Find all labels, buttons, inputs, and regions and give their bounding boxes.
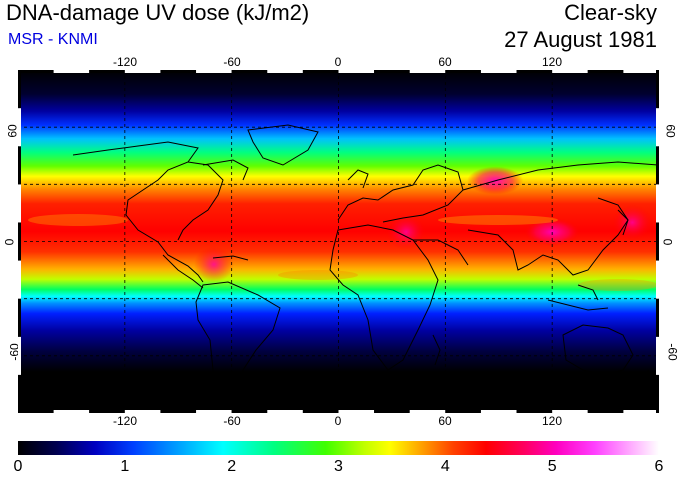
frame-tick <box>18 298 21 337</box>
lat-tick-right: -60 <box>665 343 678 361</box>
uv-hotspot <box>612 204 653 241</box>
frame-tick <box>160 410 197 413</box>
coastlines <box>18 124 659 412</box>
lon-tick-bottom: 60 <box>438 414 452 428</box>
frame-tick <box>516 70 553 73</box>
frame-tick <box>587 410 624 413</box>
colorbar-label: 4 <box>440 458 450 475</box>
frame-tick <box>656 260 659 299</box>
frame-tick <box>480 410 517 413</box>
frame-tick <box>18 184 21 223</box>
frame-tick <box>480 70 517 73</box>
frame-tick <box>552 70 588 73</box>
colorbar-label: 6 <box>654 458 664 475</box>
lat-tick-left: 0 <box>2 238 17 246</box>
frame-tick <box>53 410 90 413</box>
uv-hotspot <box>524 217 581 246</box>
cloud-streaks <box>28 214 658 291</box>
frame-tick <box>196 410 232 413</box>
frame-ticks <box>18 70 659 413</box>
frame-tick <box>656 70 659 109</box>
lon-tick-bottom: 0 <box>334 414 342 428</box>
frame-tick <box>656 146 659 185</box>
frame-tick <box>623 410 659 413</box>
frame-tick <box>124 410 161 413</box>
frame-tick <box>445 410 481 413</box>
frame-tick <box>18 70 54 73</box>
frame-tick <box>89 70 125 73</box>
frame-tick <box>267 70 303 73</box>
lon-tick-top: -120 <box>112 55 138 69</box>
frame-tick <box>18 70 21 109</box>
frame-tick <box>409 410 446 413</box>
lon-tick-bottom: -120 <box>112 414 138 428</box>
frame-tick <box>89 410 125 413</box>
frame-tick <box>18 374 21 413</box>
map-title: DNA-damage UV dose (kJ/m2) <box>6 0 310 25</box>
frame-tick <box>302 70 339 73</box>
uv-hotspot <box>386 213 427 250</box>
frame-tick <box>196 70 232 73</box>
lon-tick-top: 60 <box>438 55 452 69</box>
frame-tick <box>267 410 303 413</box>
frame-tick <box>656 374 659 413</box>
frame-tick <box>587 70 624 73</box>
colorbar-label: 2 <box>227 458 237 475</box>
colorbar-label: 3 <box>334 458 343 475</box>
sky-condition-label: Clear-sky <box>564 0 657 25</box>
frame-tick <box>656 184 659 223</box>
uv-hotspot <box>193 246 234 283</box>
frame-tick <box>338 70 375 73</box>
graticule <box>18 70 659 413</box>
frame-tick <box>18 410 54 413</box>
colorbar <box>18 441 659 455</box>
date-label: 27 August 1981 <box>504 27 657 52</box>
frame-tick <box>18 146 21 185</box>
colorbar-label: 1 <box>120 458 130 475</box>
frame-tick <box>124 70 161 73</box>
frame-tick <box>302 410 339 413</box>
frame-tick <box>18 336 21 375</box>
frame-tick <box>623 70 659 73</box>
frame-tick <box>409 70 446 73</box>
lon-tick-top: -60 <box>223 55 241 69</box>
lon-tick-bottom: -60 <box>223 414 241 428</box>
frame-tick <box>656 298 659 337</box>
frame-tick <box>374 70 410 73</box>
frame-tick <box>231 70 268 73</box>
frame-tick <box>53 70 90 73</box>
lon-tick-bottom: 120 <box>541 414 563 428</box>
frame-tick <box>552 410 588 413</box>
lon-tick-top: 120 <box>541 55 563 69</box>
colorbar-label: 0 <box>13 458 23 475</box>
frame-tick <box>445 70 481 73</box>
frame-tick <box>18 260 21 299</box>
frame-tick <box>656 222 659 261</box>
lat-tick-right: 60 <box>663 124 678 138</box>
colorbar-label: 5 <box>547 458 557 475</box>
frame-tick <box>656 336 659 375</box>
frame-tick <box>516 410 553 413</box>
frame-tick <box>18 222 21 261</box>
uv-dose-map <box>18 70 659 413</box>
frame-tick <box>374 410 410 413</box>
frame-tick <box>656 108 659 147</box>
lon-tick-top: 0 <box>334 55 342 69</box>
source-label: MSR - KNMI <box>8 31 98 48</box>
lat-tick-right: 0 <box>660 238 675 246</box>
frame-tick <box>338 410 375 413</box>
frame-tick <box>160 70 197 73</box>
frame-tick <box>18 108 21 147</box>
frame-tick <box>231 410 268 413</box>
